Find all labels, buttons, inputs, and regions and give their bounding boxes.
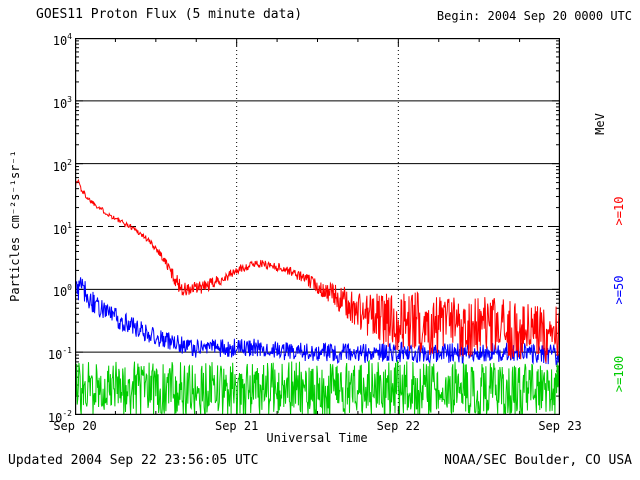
y-tick-label: 10-2 xyxy=(47,409,72,425)
y-tick-label: 100 xyxy=(52,283,72,300)
y-tick-label: 104 xyxy=(52,32,72,48)
y-tick-label: 103 xyxy=(52,94,72,111)
x-tick-label: Sep 22 xyxy=(376,419,421,433)
y-tick-label: 101 xyxy=(52,220,72,237)
legend-ge10-label: >=10 xyxy=(612,196,626,226)
source-credit: NOAA/SEC Boulder, CO USA xyxy=(444,453,632,468)
x-tick-label: Sep 21 xyxy=(214,419,259,433)
begin-timestamp: Begin: 2004 Sep 20 0000 UTC xyxy=(436,9,632,23)
x-tick-label: Sep 20 xyxy=(53,419,97,433)
chart-title: GOES11 Proton Flux (5 minute data) xyxy=(36,7,303,22)
legend-ge50-label: >=50 xyxy=(612,275,626,305)
x-tick-label: Sep 23 xyxy=(538,419,582,433)
proton-flux-chart xyxy=(75,38,560,415)
x-axis-title: Universal Time xyxy=(266,431,368,445)
y-axis-label: Particles cm⁻²s⁻¹sr⁻¹ xyxy=(8,150,22,302)
updated-timestamp: Updated 2004 Sep 22 23:56:05 UTC xyxy=(8,453,259,468)
legend-ge100-label: >=100 xyxy=(612,355,626,393)
y-tick-label: 102 xyxy=(52,157,72,174)
y-tick-label: 10-1 xyxy=(47,346,72,363)
right-axis-unit: MeV xyxy=(593,113,607,135)
